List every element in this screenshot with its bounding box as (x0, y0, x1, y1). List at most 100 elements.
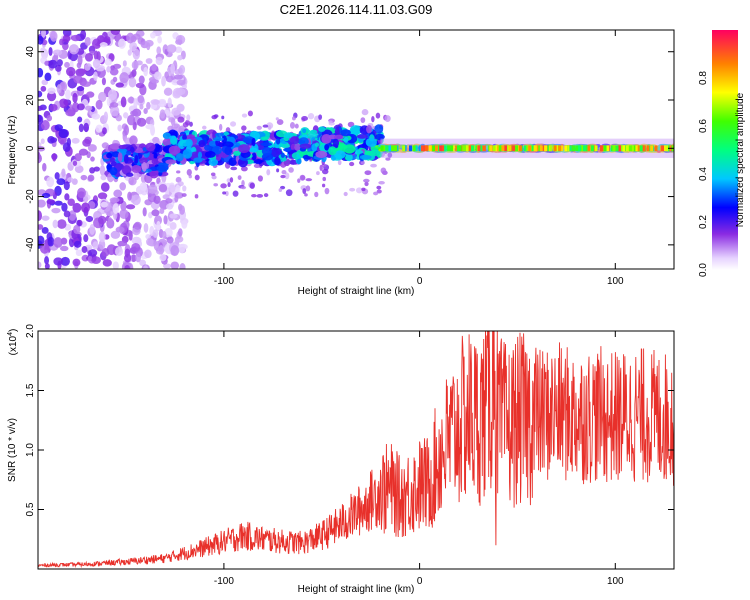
ridge-spot (424, 145, 428, 152)
colorbar: 0.0 0.2 0.4 0.6 0.8 Normalized spectral ampl… (698, 30, 746, 277)
ridge-spot (228, 157, 237, 167)
ridge-spot (109, 157, 115, 163)
noise-spot (156, 220, 161, 231)
noise-spot (376, 185, 382, 190)
ridge-spot (328, 146, 337, 156)
noise-spot (186, 114, 191, 121)
noise-spot (146, 238, 154, 246)
noise-spot (51, 207, 61, 214)
noise-spot (48, 46, 53, 56)
noise-spot (100, 182, 110, 192)
noise-spot (122, 60, 127, 67)
noise-spot (132, 48, 141, 60)
ridge-spot (558, 145, 562, 152)
ridge-spot (617, 145, 621, 152)
noise-spot (373, 191, 379, 196)
noise-spot (133, 98, 138, 109)
noise-spot (58, 98, 69, 109)
noise-spot (263, 193, 269, 198)
ridge-spot (450, 145, 454, 152)
noise-spot (130, 110, 139, 117)
noise-spot (253, 163, 261, 168)
noise-spot (50, 137, 58, 143)
noise-spot (177, 116, 185, 123)
ridge-spot (248, 147, 258, 153)
noise-spot (75, 249, 83, 257)
noise-spot (88, 201, 96, 209)
noise-spot (115, 82, 125, 88)
noise-spot (38, 105, 44, 112)
ridge-spot (575, 145, 579, 152)
ridge-spot (542, 145, 546, 152)
noise-spot (155, 56, 163, 66)
ridge-spot (506, 145, 510, 152)
ridge-spot (533, 145, 537, 152)
noise-spot (241, 125, 247, 131)
ridge-spot (129, 146, 135, 153)
noise-spot (61, 168, 66, 178)
noise-spot (147, 184, 158, 194)
noise-spot (360, 160, 365, 165)
ridge-spot (343, 144, 356, 154)
ridge-spot (620, 145, 624, 152)
noise-spot (322, 176, 327, 182)
ridge-spot (553, 145, 557, 152)
noise-spot (316, 171, 320, 176)
ridge-spot (208, 158, 219, 166)
x-tick-label: 100 (607, 276, 624, 287)
noise-spot (314, 191, 319, 198)
noise-spot (72, 160, 78, 166)
ridge-spot (432, 145, 436, 152)
noise-spot (132, 33, 141, 40)
ridge-spot (106, 152, 113, 159)
ridge-spot (530, 145, 534, 152)
noise-spot (54, 172, 60, 180)
ridge-spot (665, 145, 669, 152)
noise-spot (44, 256, 50, 265)
noise-spot (114, 246, 124, 257)
noise-spot (324, 187, 330, 195)
noise-spot (137, 95, 145, 104)
ridge-spot (141, 161, 147, 172)
ridge-spot (139, 157, 148, 165)
y-tick-label: 40 (25, 46, 36, 58)
ridge-spot (318, 126, 326, 132)
ridge-spot (496, 145, 500, 152)
ridge-spot (628, 145, 632, 152)
noise-spot (41, 30, 47, 38)
noise-spot (328, 120, 333, 124)
noise-spot (229, 177, 234, 183)
ridge-spot (321, 133, 332, 144)
ridge-spot (324, 143, 330, 151)
noise-spot (126, 204, 136, 210)
noise-spot (210, 172, 216, 177)
noise-spot (65, 109, 76, 117)
noise-spot (85, 215, 94, 223)
ridge-spot (370, 149, 380, 157)
noise-spot (86, 91, 95, 98)
noise-spot (164, 227, 173, 238)
noise-spot (89, 167, 96, 174)
colorbar-tick-label: 0.4 (698, 167, 709, 181)
noise-spot (46, 176, 55, 188)
ridge-spot (412, 145, 416, 152)
spectrogram-frame (37, 29, 675, 270)
noise-spot (107, 89, 118, 101)
noise-spot (109, 102, 119, 108)
noise-spot (163, 263, 172, 269)
ridge-spot (185, 138, 193, 148)
ridge-spot (253, 132, 260, 140)
ridge-spot (334, 150, 346, 160)
noise-spot (194, 174, 200, 181)
noise-spot (92, 241, 99, 250)
noise-spot (355, 187, 363, 194)
noise-spot (189, 121, 193, 127)
noise-spot (104, 58, 112, 66)
noise-spot (343, 191, 348, 197)
ridge-spot (635, 145, 639, 152)
noise-spot (181, 220, 188, 229)
noise-spot (240, 186, 247, 190)
noise-spot (65, 89, 71, 100)
noise-spot (165, 198, 173, 204)
noise-spot (77, 116, 83, 123)
